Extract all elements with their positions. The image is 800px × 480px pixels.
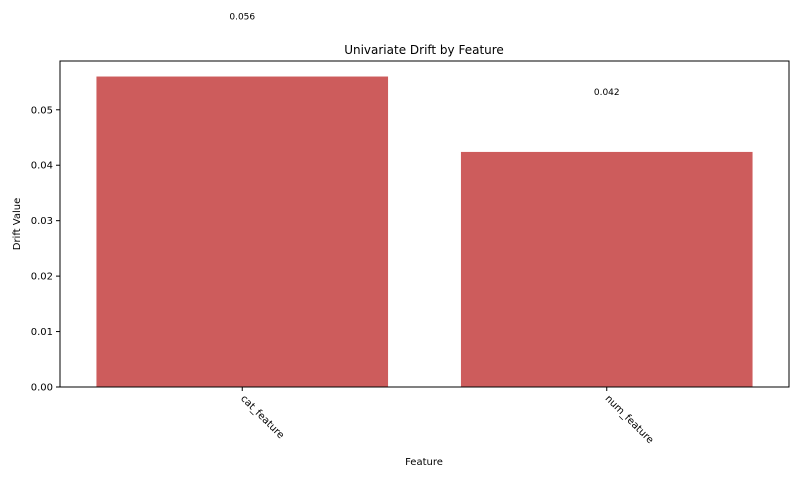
y-tick-label: 0.02 (31, 272, 53, 283)
y-tick-label: 0.03 (31, 216, 53, 227)
x-tick-label: num_feature (603, 393, 656, 446)
y-tick-label: 0.01 (31, 327, 53, 338)
x-axis-ticks: cat_feature num_feature (238, 387, 655, 446)
y-tick-label: 0.05 (31, 105, 53, 116)
y-tick-label: 0.04 (31, 161, 53, 172)
bar-num_feature (460, 151, 753, 387)
data-label-cat_feature: 0.056 (229, 13, 255, 23)
x-axis-label: Feature (405, 457, 443, 468)
bars-group (96, 76, 753, 388)
y-axis-label: Drift Value (12, 198, 23, 251)
chart-title: Univariate Drift by Feature (344, 43, 504, 57)
x-tick-label: cat_feature (238, 393, 286, 441)
bar-cat_feature (96, 76, 389, 388)
plot-area-frame (59, 60, 790, 388)
y-axis-ticks: 0.00 0.01 0.02 0.03 0.04 0.05 (31, 105, 60, 394)
y-tick-label: 0.00 (31, 383, 53, 394)
data-labels-group: 0.056 0.042 (229, 13, 619, 98)
data-label-num_feature: 0.042 (594, 88, 620, 98)
